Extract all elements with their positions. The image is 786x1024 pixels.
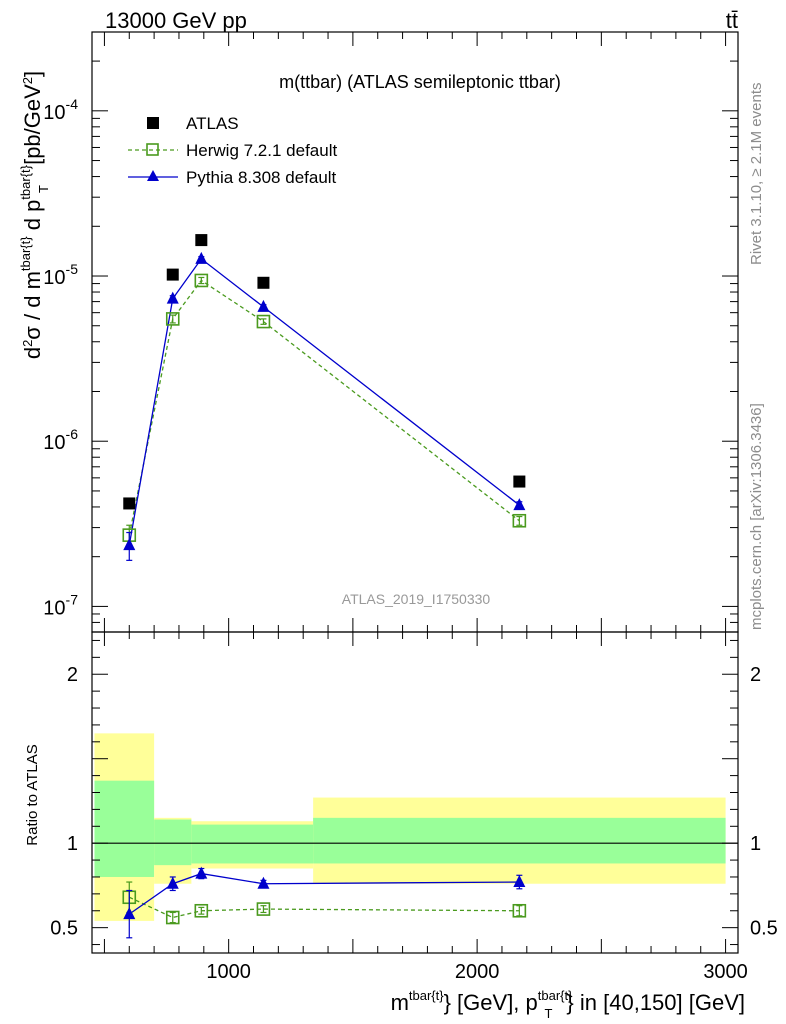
y-tick-label: 10-6: [43, 426, 78, 454]
ratio-pythia-point: [195, 866, 208, 879]
atlas-point: [195, 234, 208, 247]
legend-herwig-label: Herwig 7.2.1 default: [186, 141, 337, 160]
legend-pythia-marker: [147, 170, 159, 181]
pythia-point: [513, 498, 526, 511]
legend: ATLAS Herwig 7.2.1 default Pythia 8.308 …: [128, 114, 337, 187]
ratio-y-tick-label: 1: [67, 833, 78, 855]
band-green-1: [154, 819, 192, 866]
ratio-pythia-point: [257, 876, 270, 889]
atlas-point: [257, 276, 270, 289]
main-title: m(ttbar) (ATLAS semileptonic ttbar): [279, 72, 561, 92]
herwig-point: [165, 312, 180, 326]
ratio-ylabel: Ratio to ATLAS: [24, 744, 41, 845]
x-tick-label: 3000: [703, 961, 748, 983]
y-tick-label: 10-5: [43, 261, 78, 289]
legend-atlas-label: ATLAS: [186, 114, 239, 133]
pythia-line: [128, 257, 520, 546]
y-tick-label: 10-7: [43, 591, 78, 619]
atlas-point: [166, 268, 179, 281]
process-label: tt̄: [726, 8, 738, 33]
ratio-herwig-point: [194, 903, 209, 918]
mcplots-label: mcplots.cern.ch [arXiv:1306.3436]: [748, 403, 765, 630]
ratio-pythia-point: [123, 907, 136, 920]
legend-atlas-marker: [147, 117, 159, 129]
pythia-point: [123, 538, 136, 551]
ratio-y-tick-label-right: 1: [750, 833, 761, 855]
band-green-2: [191, 824, 314, 864]
pythia-point: [166, 291, 179, 304]
ratio-y-tick-label: 0.5: [50, 918, 78, 940]
ratio-pythia-point: [513, 875, 526, 888]
ratio-herwig-line: [128, 896, 520, 919]
ratio-herwig-point: [512, 903, 527, 918]
rivet-label: Rivet 3.1.10, ≥ 2.1M events: [748, 83, 765, 266]
y-tick-label: 10-4: [43, 96, 78, 124]
ratio-herwig-point: [165, 910, 180, 925]
main-panel: 10-7 10-6 10-5 10-4: [43, 31, 739, 633]
ratio-pythia-point: [166, 876, 179, 889]
herwig-line: [128, 279, 520, 536]
ratio-y-tick-label: 2: [67, 664, 78, 686]
xlabel: mtbar{t}} [GeV], ptbar{t} T} in [40,150] …: [391, 988, 745, 1021]
x-tick-label: 1000: [206, 961, 251, 983]
ratio-frame: [91, 631, 739, 954]
ratio-y-tick-label-right: 0.5: [750, 918, 778, 940]
beam-label: 13000 GeV pp: [105, 8, 247, 33]
pythia-point: [195, 251, 208, 264]
herwig-point: [194, 273, 209, 288]
x-tick-label: 2000: [455, 961, 500, 983]
ratio-herwig-point: [256, 902, 271, 916]
analysis-id: ATLAS_2019_I1750330: [342, 591, 491, 607]
legend-pythia-label: Pythia 8.308 default: [186, 168, 337, 187]
atlas-point: [123, 497, 136, 510]
band-green-3: [313, 817, 726, 864]
band-green-0: [94, 780, 155, 877]
herwig-point: [256, 314, 271, 329]
pythia-point: [257, 299, 270, 312]
ratio-y-tick-label-right: 2: [750, 664, 761, 686]
atlas-point: [513, 475, 526, 488]
legend-herwig-marker: [146, 143, 159, 156]
herwig-point: [512, 513, 527, 528]
